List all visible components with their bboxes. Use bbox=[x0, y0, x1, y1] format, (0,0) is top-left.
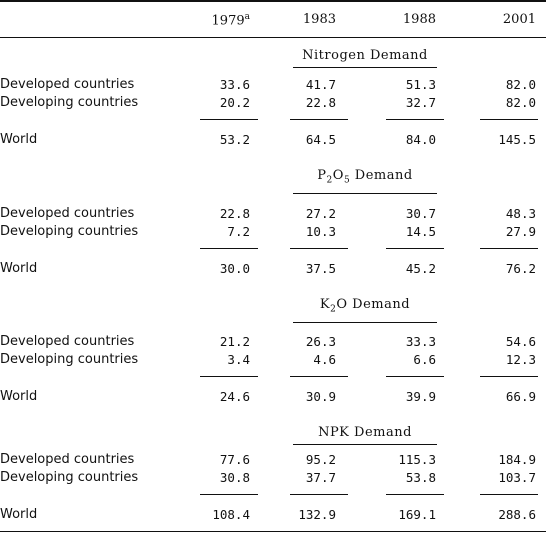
table-cell: 169.1 bbox=[398, 507, 436, 522]
footnote-marker: a bbox=[244, 12, 250, 22]
table-cell: 82.0 bbox=[505, 77, 536, 92]
table-cell: 54.6 bbox=[505, 334, 536, 349]
header-rule bbox=[0, 37, 546, 38]
table-cell: 41.7 bbox=[305, 77, 336, 92]
table-cell: 145.5 bbox=[498, 132, 536, 147]
row-label: Developed countries bbox=[0, 452, 135, 467]
subtotal-rule bbox=[386, 119, 444, 120]
table-cell: 184.9 bbox=[498, 452, 536, 467]
table-cell: 32.7 bbox=[405, 95, 436, 110]
section-title-nitrogen: Nitrogen Demand bbox=[302, 48, 428, 63]
table-cell: 64.5 bbox=[305, 132, 336, 147]
table-top-rule bbox=[0, 0, 546, 2]
column-header-2001: 2001 bbox=[502, 12, 536, 27]
row-label-world: World bbox=[0, 132, 38, 147]
table-cell: 12.3 bbox=[505, 352, 536, 367]
table-cell: 21.2 bbox=[219, 334, 250, 349]
table-cell: 3.4 bbox=[227, 352, 250, 367]
table-cell: 33.6 bbox=[219, 77, 250, 92]
subtotal-rule bbox=[480, 376, 538, 377]
row-label-world: World bbox=[0, 507, 38, 522]
subtotal-rule bbox=[200, 494, 258, 495]
table-cell: 53.8 bbox=[405, 470, 436, 485]
row-label: Developed countries bbox=[0, 334, 135, 349]
table-cell: 30.8 bbox=[219, 470, 250, 485]
table-cell: 82.0 bbox=[505, 95, 536, 110]
table-cell: 132.9 bbox=[298, 507, 336, 522]
subtotal-rule bbox=[386, 376, 444, 377]
subtotal-rule bbox=[290, 376, 348, 377]
table-cell: 33.3 bbox=[405, 334, 436, 349]
section-underline bbox=[293, 322, 437, 323]
column-header-1988: 1988 bbox=[402, 12, 436, 27]
table-cell: 37.7 bbox=[305, 470, 336, 485]
table-cell: 53.2 bbox=[219, 132, 250, 147]
table-cell: 66.9 bbox=[505, 389, 536, 404]
table-cell: 84.0 bbox=[405, 132, 436, 147]
section-title-p2o5: P2O5 Demand bbox=[317, 168, 413, 186]
table-cell: 45.2 bbox=[405, 261, 436, 276]
section-title-npk: NPK Demand bbox=[318, 425, 412, 440]
table-cell: 95.2 bbox=[305, 452, 336, 467]
table-cell: 27.9 bbox=[505, 224, 536, 239]
table-cell: 48.3 bbox=[505, 206, 536, 221]
table-cell: 24.6 bbox=[219, 389, 250, 404]
table-cell: 22.8 bbox=[219, 206, 250, 221]
subtotal-rule bbox=[480, 119, 538, 120]
subtotal-rule bbox=[290, 494, 348, 495]
table-cell: 39.9 bbox=[405, 389, 436, 404]
row-label: Developing countries bbox=[0, 352, 139, 367]
subtotal-rule bbox=[200, 376, 258, 377]
table-cell: 37.5 bbox=[305, 261, 336, 276]
table-cell: 288.6 bbox=[498, 507, 536, 522]
table-cell: 10.3 bbox=[305, 224, 336, 239]
table-cell: 6.6 bbox=[413, 352, 436, 367]
subtotal-rule bbox=[480, 248, 538, 249]
table-cell: 7.2 bbox=[227, 224, 250, 239]
table-cell: 30.9 bbox=[305, 389, 336, 404]
subtotal-rule bbox=[386, 494, 444, 495]
subtotal-rule bbox=[480, 494, 538, 495]
section-underline bbox=[293, 193, 437, 194]
table-cell: 115.3 bbox=[398, 452, 436, 467]
table-cell: 108.4 bbox=[212, 507, 250, 522]
table-cell: 27.2 bbox=[305, 206, 336, 221]
table-cell: 26.3 bbox=[305, 334, 336, 349]
column-header-1983: 1983 bbox=[302, 12, 336, 27]
table-cell: 51.3 bbox=[405, 77, 436, 92]
row-label: Developed countries bbox=[0, 206, 135, 221]
row-label-world: World bbox=[0, 389, 38, 404]
subtotal-rule bbox=[290, 119, 348, 120]
subtotal-rule bbox=[386, 248, 444, 249]
row-label: Developing countries bbox=[0, 224, 139, 239]
table-cell: 30.7 bbox=[405, 206, 436, 221]
table-cell: 77.6 bbox=[219, 452, 250, 467]
subtotal-rule bbox=[290, 248, 348, 249]
section-underline bbox=[293, 444, 437, 445]
table-cell: 76.2 bbox=[505, 261, 536, 276]
table-cell: 30.0 bbox=[219, 261, 250, 276]
table-cell: 22.8 bbox=[305, 95, 336, 110]
section-title-k2o: K2O Demand bbox=[319, 297, 411, 315]
row-label-world: World bbox=[0, 261, 38, 276]
row-label: Developing countries bbox=[0, 95, 139, 110]
column-header-1979: 1979a bbox=[211, 12, 250, 29]
table-cell: 20.2 bbox=[219, 95, 250, 110]
row-label: Developed countries bbox=[0, 77, 135, 92]
table-bottom-rule bbox=[0, 531, 546, 532]
table-cell: 4.6 bbox=[313, 352, 336, 367]
section-underline bbox=[293, 67, 437, 68]
row-label: Developing countries bbox=[0, 470, 139, 485]
subtotal-rule bbox=[200, 248, 258, 249]
table-cell: 103.7 bbox=[498, 470, 536, 485]
table-cell: 14.5 bbox=[405, 224, 436, 239]
subtotal-rule bbox=[200, 119, 258, 120]
